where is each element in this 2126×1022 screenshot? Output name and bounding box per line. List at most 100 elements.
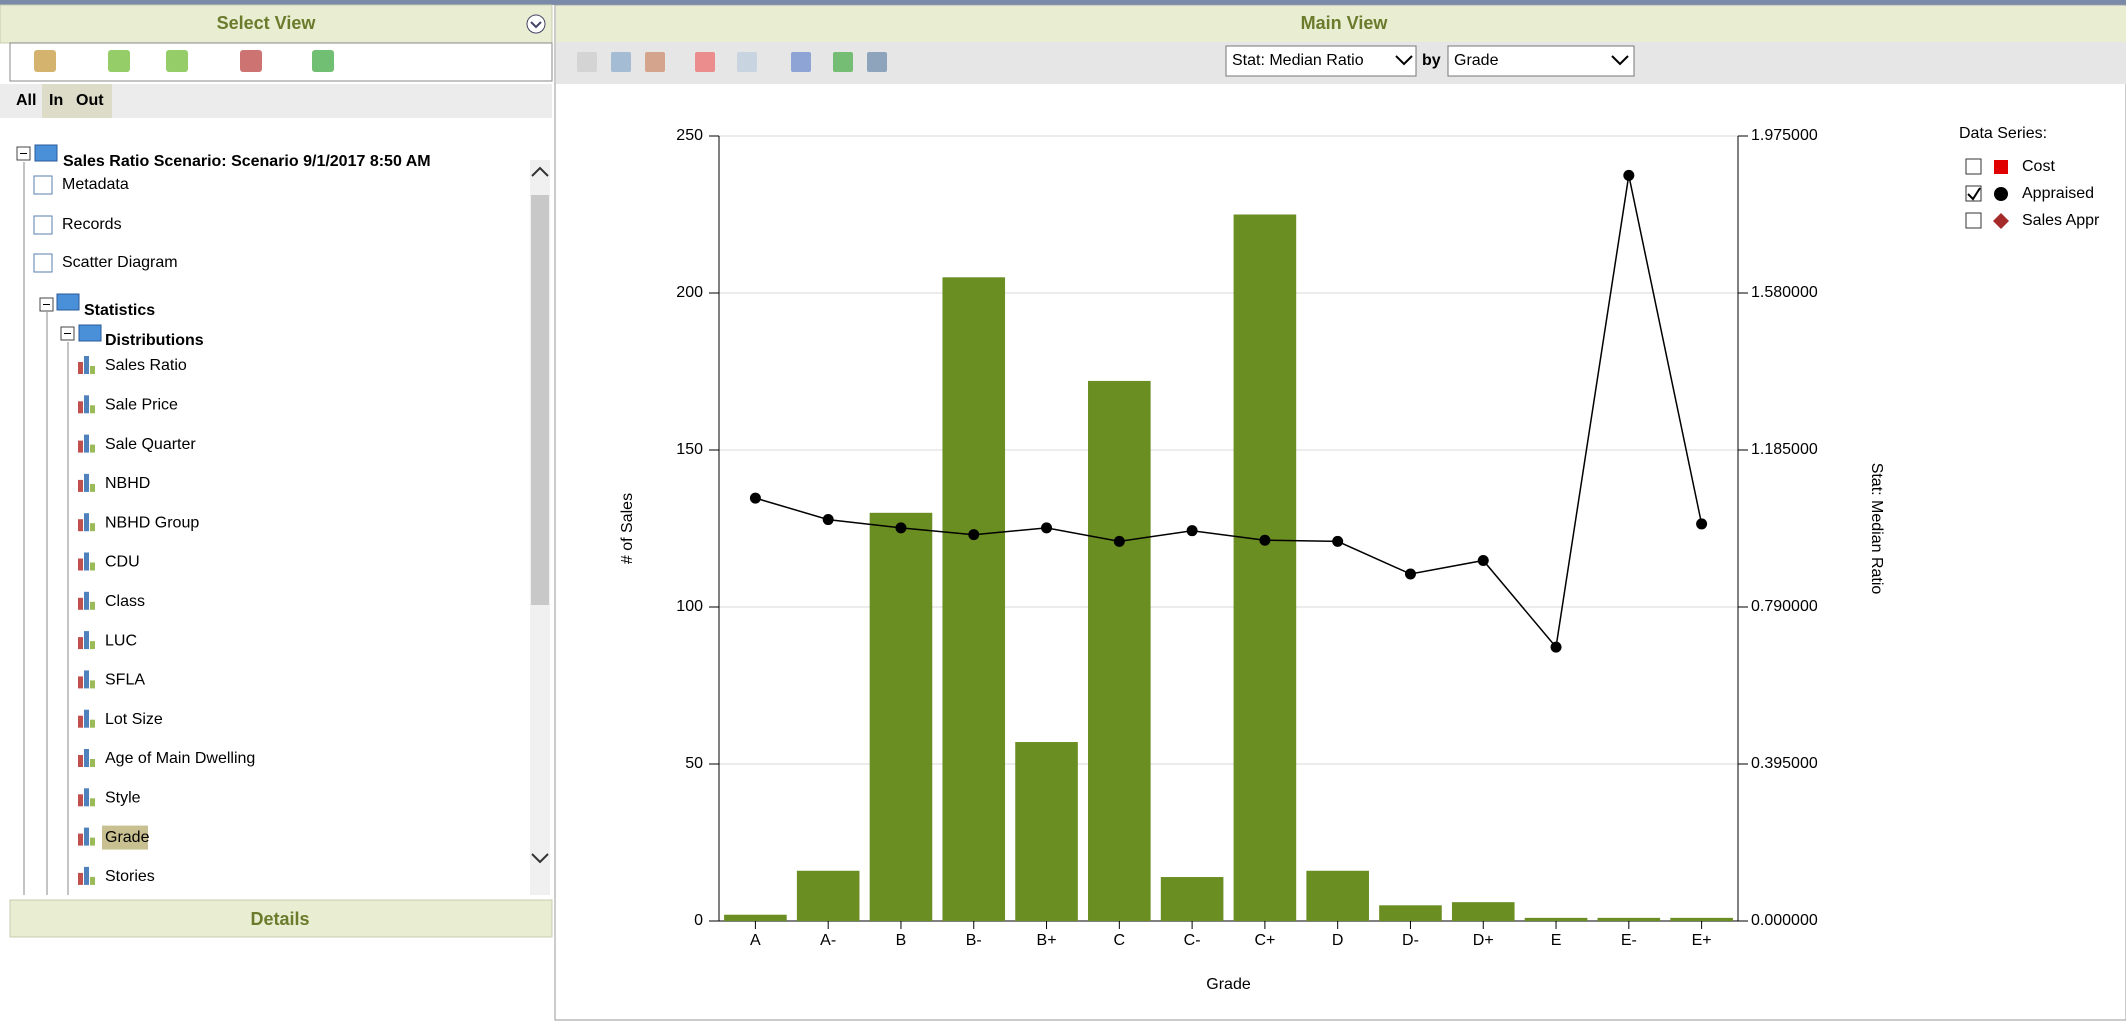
x-tick-label: D bbox=[1332, 932, 1344, 949]
tree-item[interactable]: Scatter Diagram bbox=[62, 254, 178, 271]
scroll-down[interactable] bbox=[531, 853, 549, 864]
x-tick-label: E- bbox=[1621, 932, 1637, 949]
tree-item[interactable]: SFLA bbox=[105, 672, 145, 689]
dist-icon bbox=[90, 562, 95, 571]
stat-select[interactable] bbox=[1225, 45, 1417, 77]
tree-distributions: Distributions bbox=[105, 332, 204, 349]
bar bbox=[869, 512, 933, 921]
toolbar-icon[interactable] bbox=[108, 50, 130, 72]
tree-item[interactable]: Metadata bbox=[62, 176, 129, 193]
folder-icon bbox=[34, 144, 58, 162]
legend-checkbox[interactable] bbox=[1965, 185, 1982, 202]
point bbox=[1696, 518, 1708, 530]
x-tick-label: E+ bbox=[1692, 932, 1712, 949]
tree-item[interactable]: LUC bbox=[105, 632, 137, 649]
toolbar-icon[interactable] bbox=[577, 52, 597, 72]
x-tick-label: C+ bbox=[1254, 932, 1275, 949]
toolbar-icon[interactable] bbox=[791, 52, 811, 72]
toolbar-icon[interactable] bbox=[737, 52, 757, 72]
item-icon bbox=[33, 215, 53, 235]
toolbar-icon[interactable] bbox=[611, 52, 631, 72]
bar bbox=[1670, 917, 1733, 921]
tree-item[interactable]: Age of Main Dwelling bbox=[105, 750, 255, 767]
x-tick-label: C bbox=[1114, 932, 1126, 949]
dist-icon bbox=[78, 440, 83, 453]
item-icon bbox=[33, 175, 53, 195]
point bbox=[895, 522, 907, 534]
bar bbox=[1160, 877, 1224, 921]
tree-item[interactable]: NBHD bbox=[105, 475, 150, 492]
dist-icon bbox=[84, 827, 89, 846]
tree-item[interactable]: CDU bbox=[105, 554, 140, 571]
tree-item[interactable]: Lot Size bbox=[105, 711, 163, 728]
x-tick-label: B- bbox=[966, 932, 982, 949]
dist-icon bbox=[78, 755, 83, 767]
collapse-button[interactable] bbox=[526, 14, 546, 34]
y2-tick-label: 1.185000 bbox=[1751, 441, 1818, 458]
toolbar-icon[interactable] bbox=[34, 50, 56, 72]
tab-bg bbox=[42, 84, 112, 118]
legend-checkbox[interactable] bbox=[1965, 158, 1982, 175]
dist-icon bbox=[90, 719, 95, 728]
dist-icon bbox=[84, 513, 89, 532]
point bbox=[1404, 568, 1416, 580]
legend-checkbox[interactable] bbox=[1965, 212, 1982, 229]
dist-icon bbox=[78, 676, 83, 689]
dist-icon bbox=[84, 473, 89, 492]
tree-item[interactable]: Class bbox=[105, 593, 145, 610]
toolbar-icon[interactable] bbox=[695, 52, 715, 72]
tree-statistics: Statistics bbox=[84, 302, 155, 319]
legend-label[interactable]: Appraised bbox=[2022, 185, 2094, 202]
dist-icon bbox=[84, 749, 89, 767]
bar bbox=[1015, 742, 1078, 921]
tree-item[interactable]: Records bbox=[62, 216, 122, 233]
dist-icon bbox=[78, 519, 83, 532]
scroll-up[interactable] bbox=[531, 166, 549, 177]
select-view-header bbox=[0, 4, 553, 44]
dist-icon bbox=[84, 434, 89, 453]
bar bbox=[724, 914, 787, 921]
toolbar-icon[interactable] bbox=[645, 52, 665, 72]
dist-icon bbox=[90, 680, 95, 689]
dist-icon bbox=[78, 833, 83, 846]
x-tick-label: D+ bbox=[1473, 932, 1494, 949]
dist-icon bbox=[84, 395, 89, 414]
tab[interactable]: In bbox=[49, 92, 63, 109]
tree-item[interactable]: Sale Price bbox=[105, 397, 178, 414]
y-axis-label: # of Sales bbox=[619, 493, 636, 564]
toolbar-icon[interactable] bbox=[833, 52, 853, 72]
dist-icon bbox=[90, 876, 95, 885]
legend-label[interactable]: Sales Appr bbox=[2022, 212, 2100, 229]
point bbox=[1259, 534, 1271, 546]
tree-panel bbox=[10, 133, 530, 895]
tree-item[interactable]: NBHD Group bbox=[105, 514, 199, 531]
bar bbox=[1379, 905, 1442, 921]
legend-title: Data Series: bbox=[1959, 125, 2047, 142]
toolbar-icon[interactable] bbox=[240, 50, 262, 72]
y2-tick-label: 1.975000 bbox=[1751, 127, 1818, 144]
dist-icon bbox=[90, 523, 95, 532]
left-toolbar bbox=[9, 42, 553, 82]
dist-icon bbox=[84, 631, 89, 650]
tree-item[interactable]: Style bbox=[105, 790, 141, 807]
toolbar-icon[interactable] bbox=[867, 52, 887, 72]
toolbar-icon[interactable] bbox=[166, 50, 188, 72]
dist-icon bbox=[84, 591, 89, 610]
tree-item[interactable]: Stories bbox=[105, 868, 155, 885]
tree-item[interactable]: Grade bbox=[105, 829, 150, 846]
scroll-thumb[interactable] bbox=[531, 195, 549, 605]
legend-label[interactable]: Cost bbox=[2022, 158, 2055, 175]
tree-item[interactable]: Sales Ratio bbox=[105, 357, 187, 374]
bar bbox=[1233, 214, 1297, 921]
dist-icon bbox=[78, 794, 83, 807]
tab[interactable]: Out bbox=[76, 92, 104, 109]
toolbar-icon[interactable] bbox=[312, 50, 334, 72]
dist-icon bbox=[90, 641, 95, 650]
x-tick-label: B+ bbox=[1037, 932, 1057, 949]
group-select[interactable] bbox=[1447, 45, 1635, 77]
dist-icon bbox=[78, 479, 83, 492]
tab[interactable]: All bbox=[16, 92, 36, 109]
x-tick-label: B bbox=[896, 932, 907, 949]
tree-item[interactable]: Sale Quarter bbox=[105, 436, 196, 453]
